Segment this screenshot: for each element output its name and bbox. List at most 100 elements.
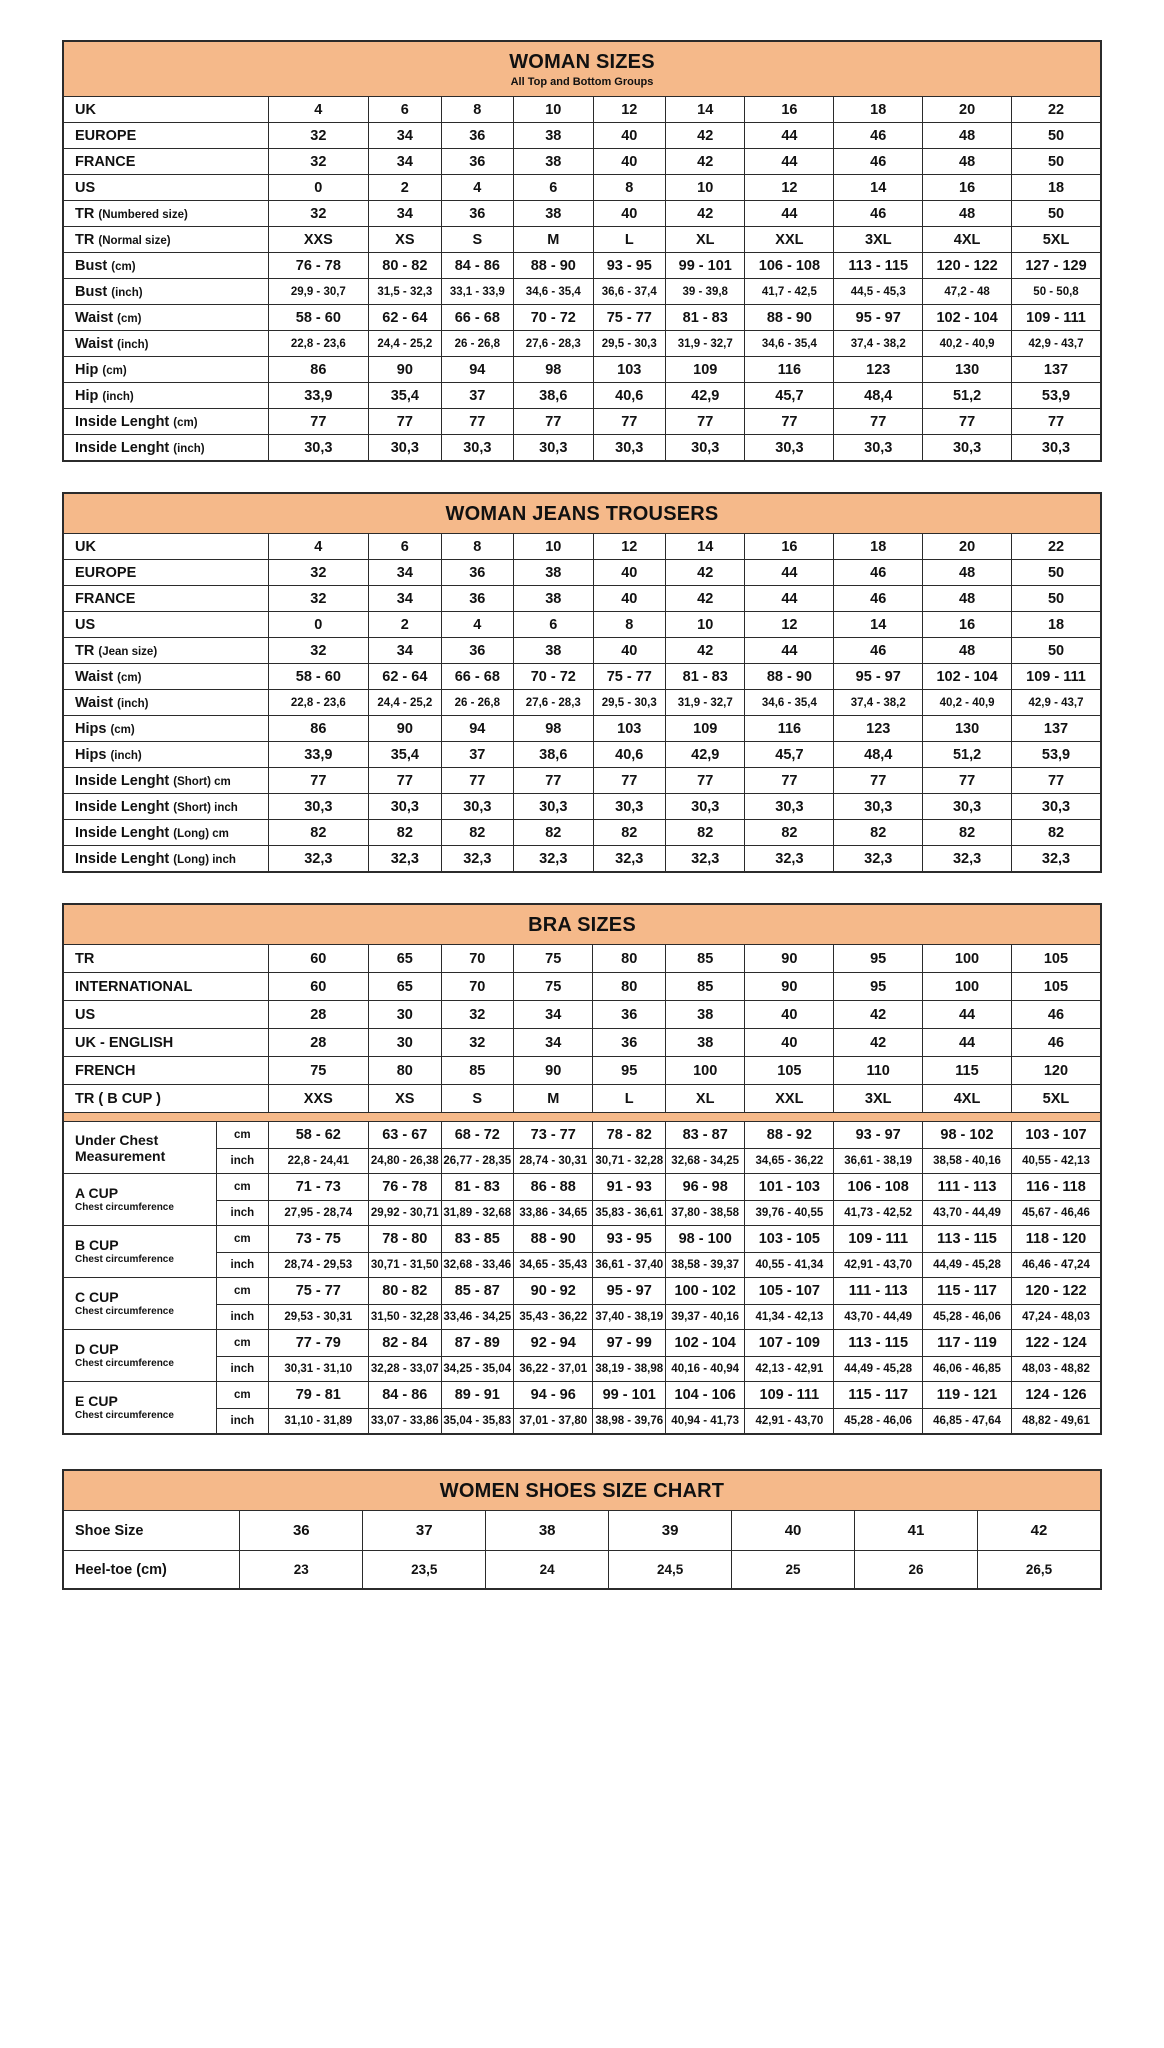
table-row: Bust (inch) 29,9 - 30,7 31,5 - 32,3 33,1 - …: [63, 278, 1101, 306]
table-cell: 30,3: [592, 434, 667, 462]
table-cell: 93 - 95: [592, 252, 667, 280]
row-label: Hip (inch): [63, 382, 269, 410]
table-cell: 34,65 - 35,43: [512, 1252, 594, 1279]
table-cell: 34: [368, 148, 442, 176]
table-cell: 30,3: [267, 434, 370, 462]
row-label: Inside Lenght (cm): [63, 408, 269, 436]
orange-separator-row: [63, 1112, 1101, 1123]
table-cell: XXS: [267, 1084, 370, 1114]
table-cell: 37,80 - 38,58: [664, 1200, 746, 1227]
table-cell: 71 - 73: [267, 1173, 370, 1202]
row-label: UK: [63, 96, 269, 124]
table-cell: 27,95 - 28,74: [267, 1200, 370, 1227]
row-label-unit: (cm): [117, 312, 142, 325]
row-label: Waist (inch): [63, 689, 269, 717]
table-cell: 4XL: [922, 226, 1013, 254]
table-cell: 75: [512, 944, 594, 974]
table-cell: 77: [592, 408, 667, 436]
row-label-unit: (Short) cm: [173, 775, 231, 788]
table-cell: 65: [368, 944, 442, 974]
table-cell: 88 - 90: [744, 663, 835, 691]
cup-group-cm-row: C CUP Chest circumference cm 75 - 77 80 - 82…: [62, 1277, 1102, 1331]
table-cell: 40: [592, 637, 667, 665]
table-cell: 50: [1011, 122, 1101, 150]
table-cell: 109: [664, 356, 746, 384]
table-cell: 37: [440, 741, 515, 769]
table-cell: 36,6 - 37,4: [592, 278, 667, 306]
table-row: FRANCE 32 34 36 38 40 42 44 46 48 50: [63, 585, 1101, 613]
table-cell: 115 - 117: [833, 1381, 924, 1410]
table-cell: 110: [833, 1056, 924, 1086]
table-cell: XXL: [744, 226, 835, 254]
table-cell: 46: [833, 122, 924, 150]
table-cell: 42: [664, 585, 746, 613]
table-row: TR (Numbered size) 32 34 36 38 40 42 44 46 48 50: [63, 200, 1101, 228]
table-cell: 90: [512, 1056, 594, 1086]
table-cell: 29,5 - 30,3: [592, 689, 667, 717]
row-label: Bust (inch): [63, 278, 269, 306]
table-row: INTERNATIONAL 60 65 70 75 80 85 90 95 100 105: [63, 972, 1102, 1002]
table-cell: 48: [922, 200, 1013, 228]
table-cell: 82: [368, 819, 442, 847]
table-row: TR ( B CUP ) XXS XS S M L XL XXL 3XL 4XL 5XL: [63, 1084, 1102, 1114]
table-cell: 73 - 77: [512, 1121, 594, 1150]
table-cell: 30,3: [922, 793, 1013, 821]
table-row: Inside Lenght (cm) 77 77 77 77 77 77 77 77 77 77: [63, 408, 1101, 436]
table-cell: 29,53 - 30,31: [267, 1304, 370, 1331]
table-cell: 32: [267, 637, 370, 665]
table-cell: 14: [833, 174, 924, 202]
table-cell: 34: [368, 200, 442, 228]
table-cell: S: [440, 226, 515, 254]
table-cell: 37,01 - 37,80: [512, 1408, 594, 1435]
table-cell: 28: [267, 1000, 370, 1030]
table-cell: 77: [513, 767, 594, 795]
table-cell: 42,9 - 43,7: [1011, 689, 1101, 717]
cup-group-sublabel: Chest circumference: [75, 1254, 174, 1266]
table-cell: 16: [744, 96, 835, 124]
table-cell: 42: [664, 200, 746, 228]
table-row: Shoe Size 36 37 38 39 40 41 42: [62, 1510, 1102, 1552]
table-row: Hips (inch) 33,9 35,4 37 38,6 40,6 42,9 45,7 48,…: [63, 741, 1101, 769]
row-label-text: Bust: [75, 283, 112, 300]
table-cell: 80: [368, 1056, 442, 1086]
table-cell: 32: [267, 148, 370, 176]
table-cell: 22: [1011, 96, 1101, 124]
table-cell: 44: [744, 200, 835, 228]
cup-group-name-line2: Measurement: [75, 1147, 166, 1164]
table-row: Inside Lenght (Short) inch 30,3 30,3 30,3 30…: [63, 793, 1101, 821]
table-cell: 81 - 83: [664, 663, 746, 691]
table-cell: 38: [513, 200, 594, 228]
table-cell: 31,89 - 32,68: [440, 1200, 515, 1227]
table-cell: 111 - 113: [922, 1173, 1012, 1202]
row-label: EUROPE: [63, 122, 269, 150]
table-cell: 82: [1011, 819, 1101, 847]
table-cell: 18: [833, 96, 924, 124]
table-cell: XL: [664, 226, 746, 254]
row-label: US: [63, 174, 269, 202]
table-cell: 42,9: [664, 741, 746, 769]
table-cell: 60: [267, 972, 370, 1002]
table-cell: 41: [854, 1510, 978, 1552]
row-label-unit: (Numbered size): [98, 208, 188, 221]
row-label: Shoe Size: [62, 1510, 241, 1552]
table-row: US 28 30 32 34 36 38 40 42 44 46: [63, 1000, 1102, 1030]
table-cell: 123: [833, 715, 924, 743]
row-label-text: Inside Lenght: [75, 850, 174, 867]
table-cell: 46: [833, 559, 924, 587]
table-cell: 99 - 101: [664, 252, 746, 280]
unit-label-inch: inch: [216, 1356, 269, 1383]
row-label: Bust (cm): [63, 252, 269, 280]
table-cell: 4XL: [922, 1084, 1012, 1114]
table-cell: 31,10 - 31,89: [267, 1408, 370, 1435]
table-cell: XL: [664, 1084, 746, 1114]
table-cell: 36: [239, 1510, 364, 1552]
table-cell: 103: [592, 715, 667, 743]
table-cell: 77 - 79: [267, 1329, 370, 1358]
table-cell: 38: [513, 637, 594, 665]
table-cell: 82: [267, 819, 370, 847]
table-cell: 100: [922, 944, 1012, 974]
row-label: Waist (inch): [63, 330, 269, 358]
table-cell: 6: [513, 611, 594, 639]
row-label-text: Inside Lenght: [75, 413, 174, 430]
table-cell: 46,85 - 47,64: [922, 1408, 1012, 1435]
